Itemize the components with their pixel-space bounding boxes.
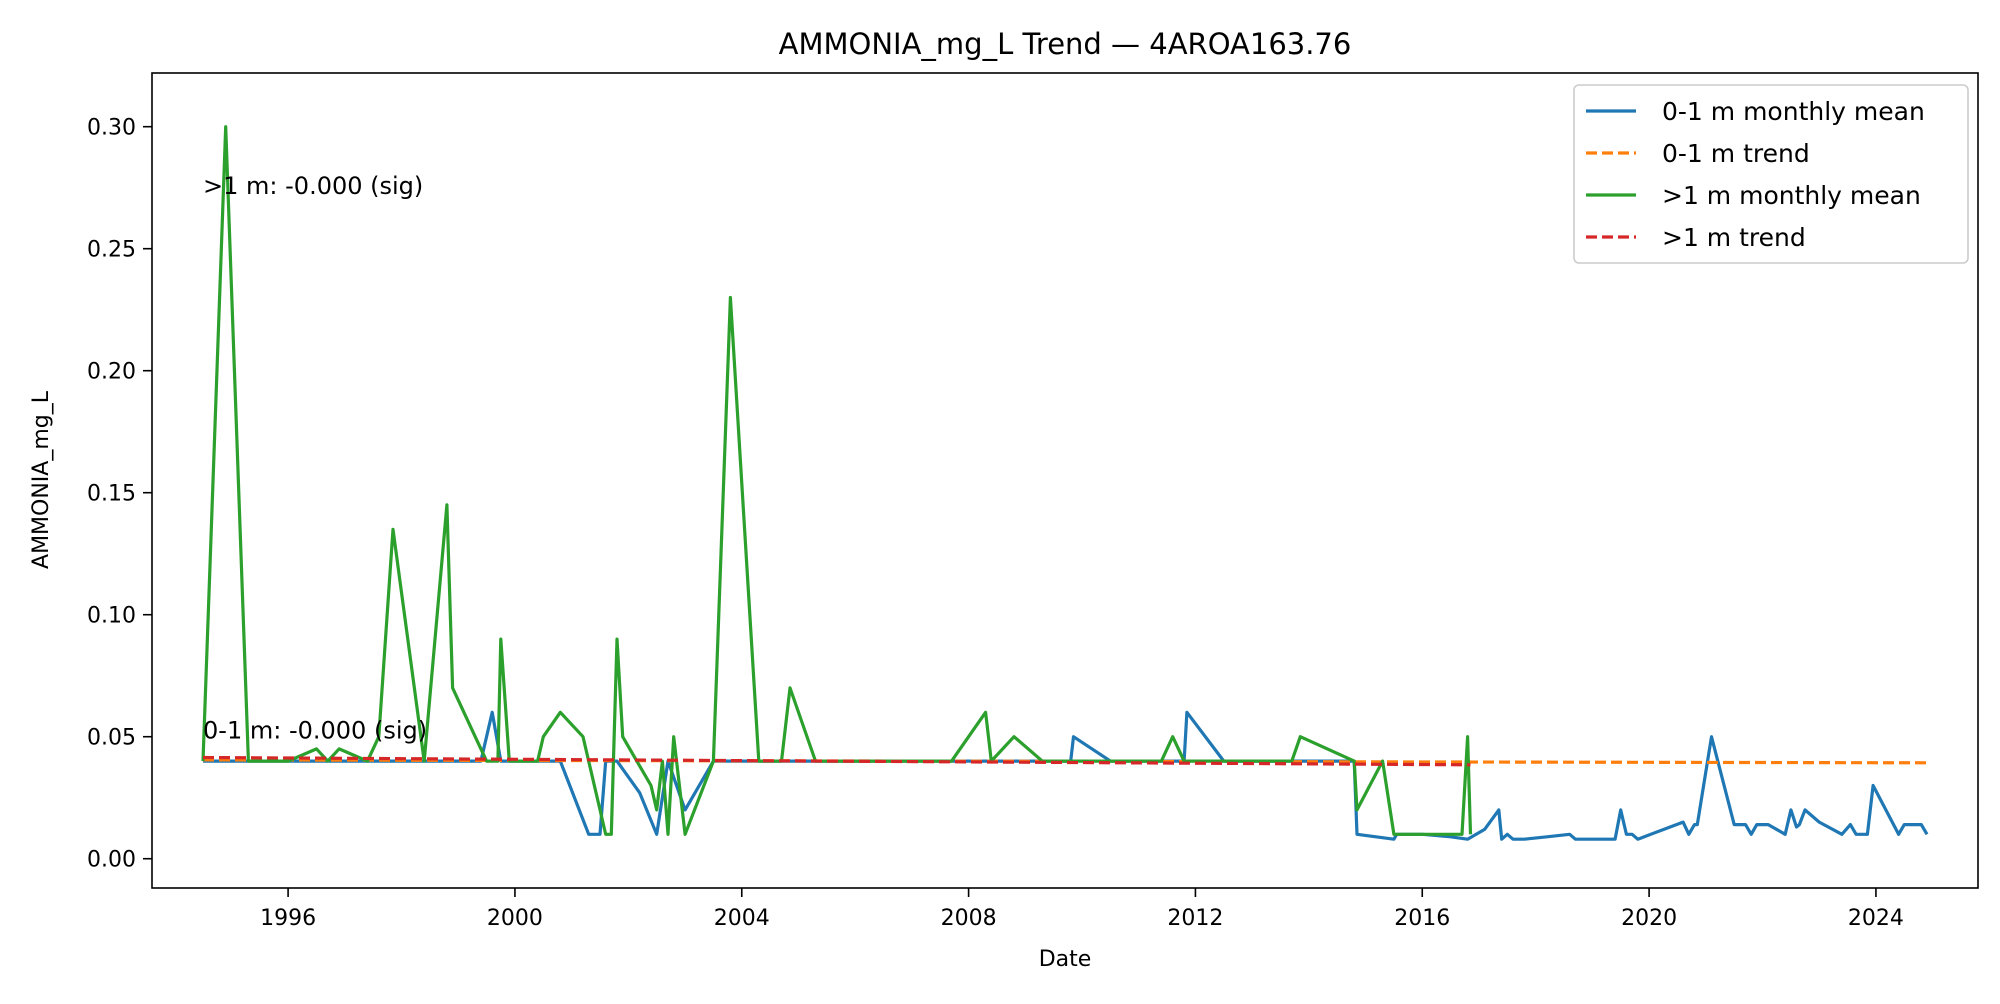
y-tick-label: 0.15 bbox=[87, 482, 136, 507]
legend-label: 0-1 m trend bbox=[1662, 139, 1810, 168]
series-line-1-m-monthly-mean bbox=[201, 125, 1473, 836]
trend-annotation: 0-1 m: -0.000 (sig) bbox=[203, 716, 427, 744]
y-tick-label: 0.20 bbox=[87, 360, 136, 385]
series-line-0-1-m-monthly-mean bbox=[203, 710, 1929, 841]
x-tick-label: 2000 bbox=[487, 906, 543, 931]
legend-label: 0-1 m monthly mean bbox=[1662, 97, 1925, 126]
x-tick-label: 2012 bbox=[1167, 906, 1223, 931]
chart-title: AMMONIA_mg_L Trend — 4AROA163.76 bbox=[779, 27, 1352, 61]
legend-label: >1 m monthly mean bbox=[1662, 181, 1921, 210]
x-tick-label: 1996 bbox=[260, 906, 316, 931]
x-tick-label: 2016 bbox=[1394, 906, 1450, 931]
x-tick-label: 2008 bbox=[941, 906, 997, 931]
x-tick-label: 2024 bbox=[1848, 906, 1904, 931]
axes-frame bbox=[151, 72, 1979, 889]
trend-annotation: >1 m: -0.000 (sig) bbox=[203, 172, 423, 200]
legend: 0-1 m monthly mean 0-1 m trend >1 m monthl… bbox=[1573, 84, 1969, 264]
y-tick-label: 0.00 bbox=[87, 848, 136, 873]
x-axis-label: Date bbox=[1039, 947, 1092, 972]
y-axis-label: AMMONIA_mg_L bbox=[29, 390, 54, 569]
series-line-1-m-trend bbox=[202, 755, 1471, 767]
y-tick-label: 0.05 bbox=[87, 726, 136, 751]
plot-area bbox=[201, 125, 1929, 841]
y-tick-label: 0.10 bbox=[87, 604, 136, 629]
annotations: >1 m: -0.000 (sig) 0-1 m: -0.000 (sig) bbox=[203, 172, 427, 744]
legend-label: >1 m trend bbox=[1662, 223, 1806, 252]
x-tick-label: 2004 bbox=[714, 906, 770, 931]
y-tick-label: 0.25 bbox=[87, 238, 136, 263]
legend-box bbox=[1573, 84, 1969, 264]
x-tick-label: 2020 bbox=[1621, 906, 1677, 931]
axes: 1996 2000 2004 2008 2012 2016 2020 2024 0.00 0.05… bbox=[87, 72, 1979, 931]
y-tick-label: 0.30 bbox=[87, 116, 136, 141]
